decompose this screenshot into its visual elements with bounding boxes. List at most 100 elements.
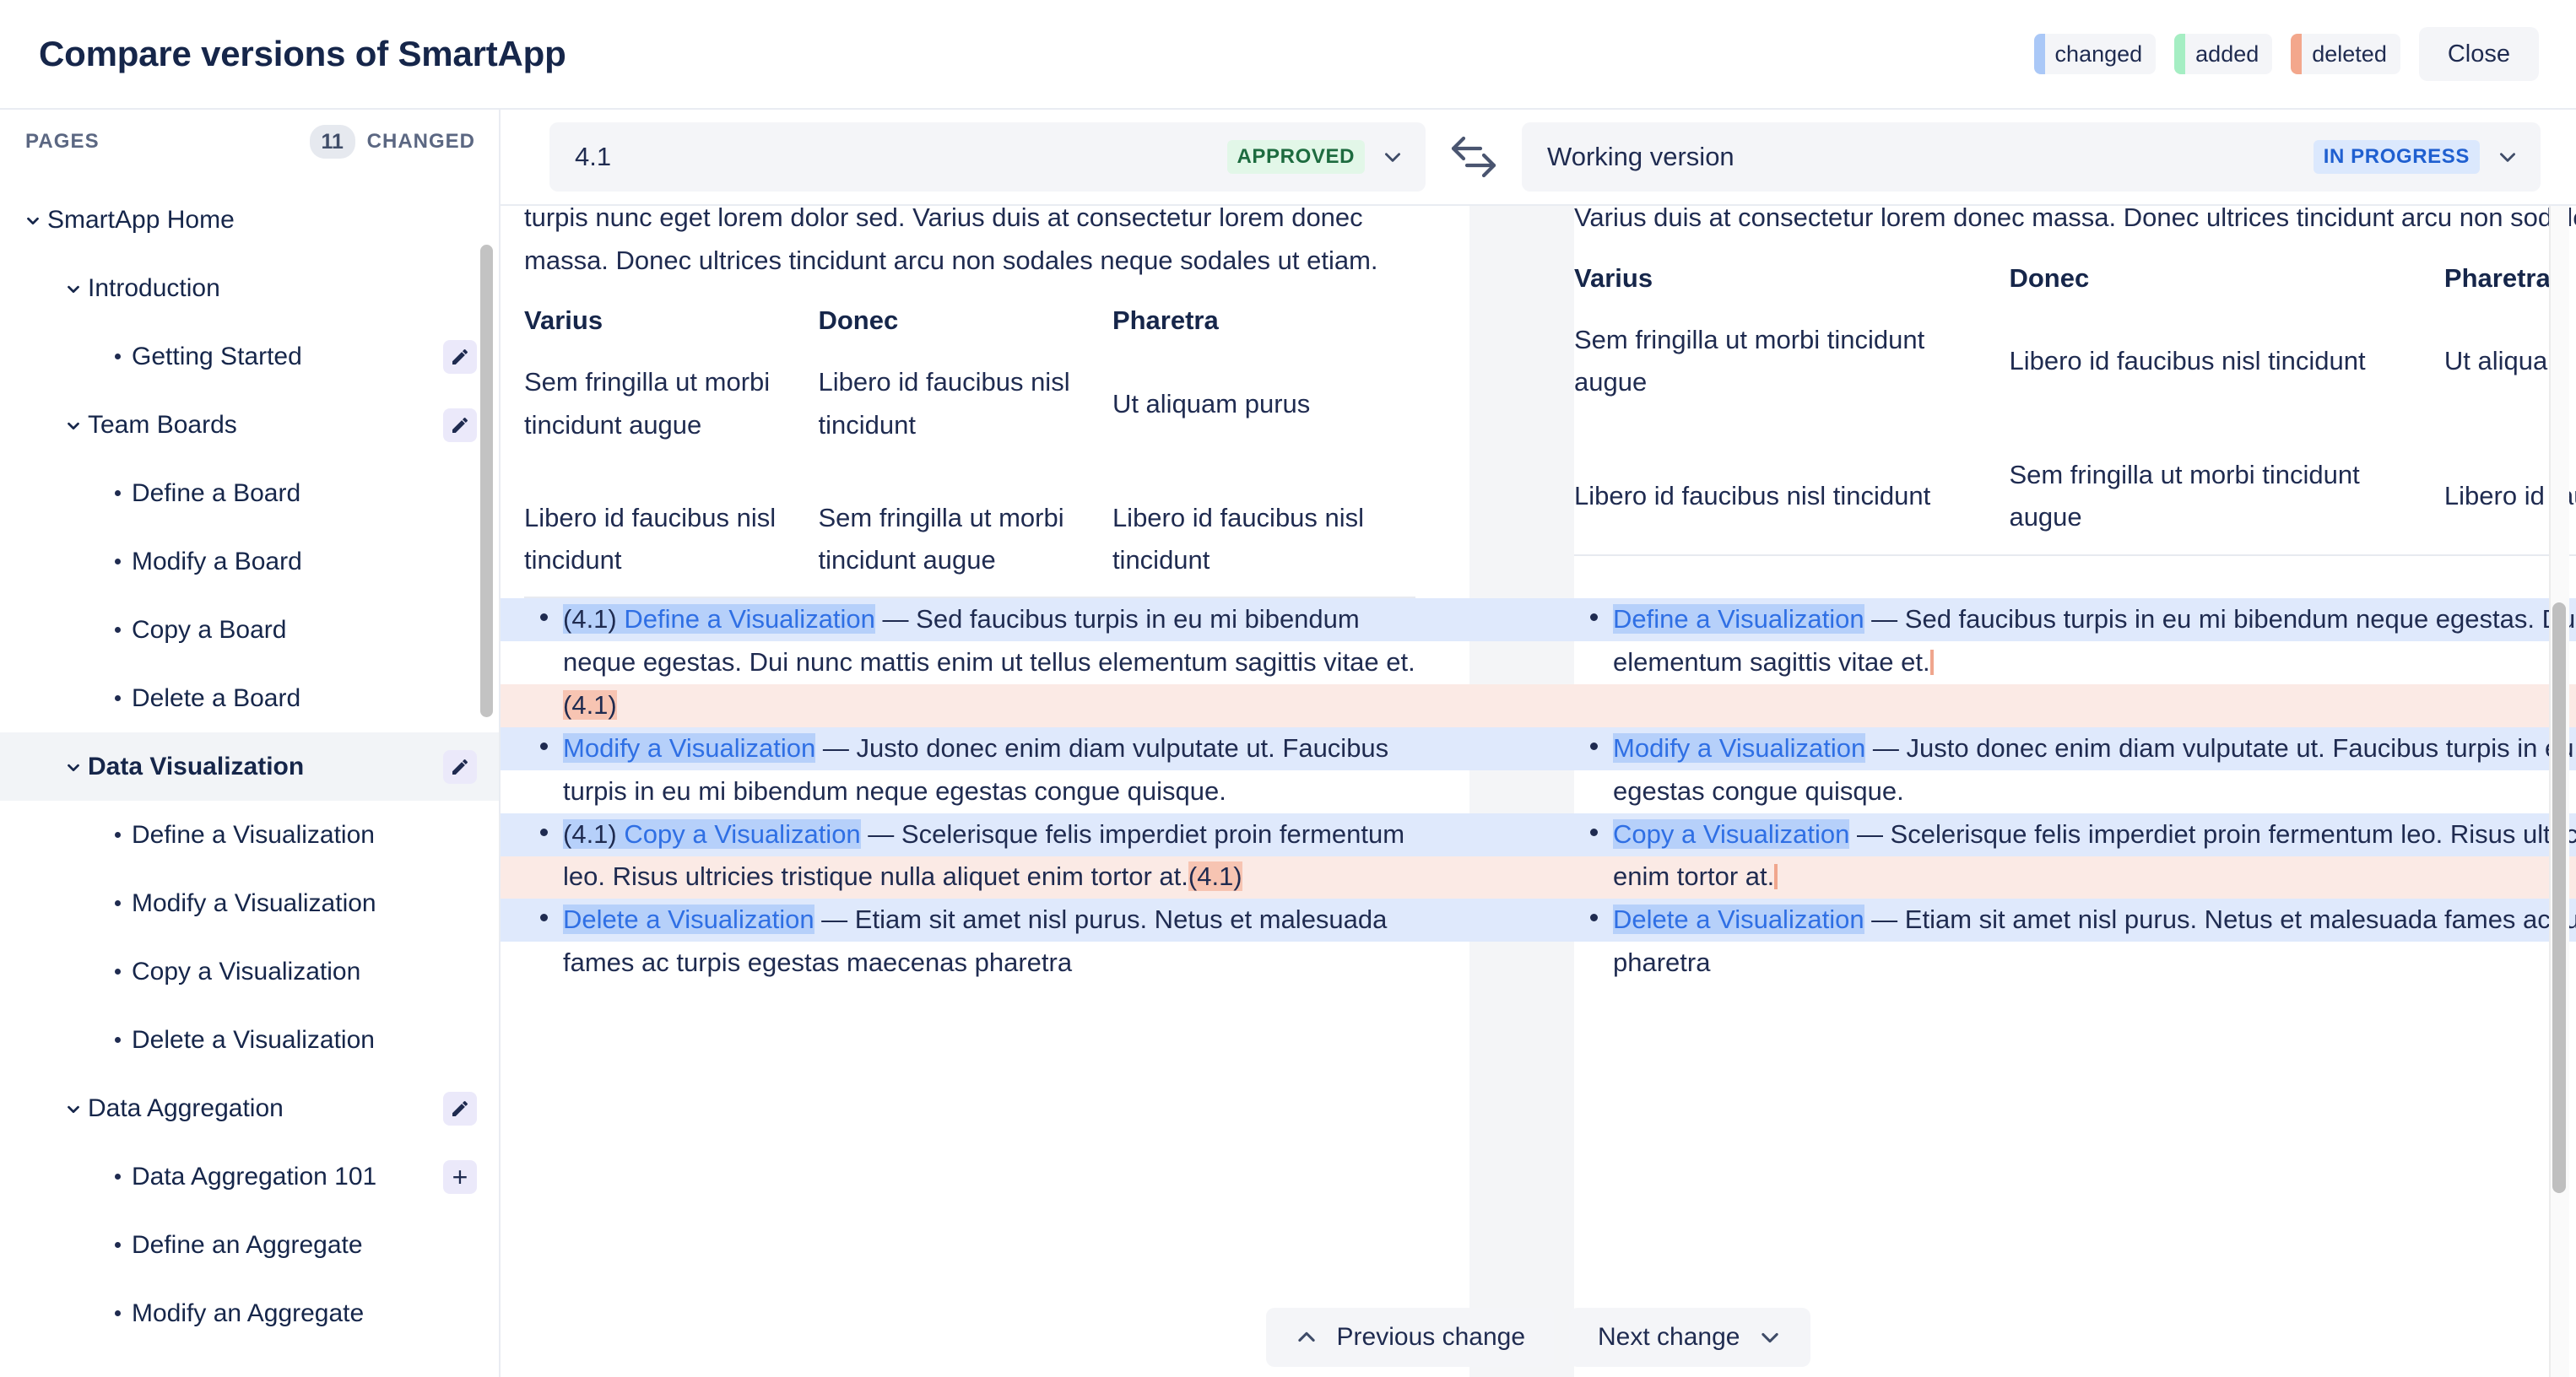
sidebar-item-label: Modify an Aggregate bbox=[132, 1299, 365, 1327]
chevron-down-icon[interactable] bbox=[59, 279, 88, 298]
close-button[interactable]: Close bbox=[2418, 27, 2539, 81]
sidebar-item-define-a-visualization[interactable]: Define a Visualization bbox=[0, 801, 499, 869]
sidebar-item-introduction[interactable]: Introduction bbox=[0, 254, 499, 322]
sidebar-item-smartapp-home[interactable]: SmartApp Home bbox=[0, 186, 499, 254]
diff-static-region: Sem fringilla ut morbi tincidunt augue i… bbox=[501, 206, 2576, 599]
diff-item-left: Modify a Visualization — Justo donec eni… bbox=[501, 727, 1469, 813]
sidebar-item-label: Team Boards bbox=[88, 410, 237, 439]
diff-item-text-right: Modify a Visualization — Justo donec eni… bbox=[1613, 727, 2576, 813]
changed-count-badge: 11 bbox=[309, 125, 355, 159]
swap-arrows-icon bbox=[1451, 136, 1496, 178]
version-name-left: 4.1 bbox=[575, 142, 612, 171]
table-cell: Libero id faucibus nisl tincidunt bbox=[1112, 496, 1415, 599]
table-cell: Sem fringilla ut morbi tincidunt augue bbox=[818, 496, 1112, 599]
chevron-up-icon bbox=[1297, 1331, 1315, 1342]
diff-row: (4.1) Define a Visualization — Sed fauci… bbox=[501, 598, 2576, 728]
diff-item-text-right: Delete a Visualization — Etiam sit amet … bbox=[1613, 899, 2576, 985]
diff-row: Modify a Visualization — Justo donec eni… bbox=[501, 726, 2576, 813]
page-link[interactable]: Modify a Visualization bbox=[563, 732, 816, 763]
table-header-cell: Pharetra bbox=[1112, 305, 1219, 336]
sidebar-item-team-boards[interactable]: Team Boards bbox=[0, 391, 499, 459]
swap-versions-button[interactable] bbox=[1426, 133, 1522, 181]
bullet-icon bbox=[1574, 727, 1613, 813]
diff-column-right: Sem fringilla ut morbi tincidunt augue i… bbox=[1469, 206, 2576, 598]
dialog-body: PAGES 11 CHANGED SmartApp Home Introducti… bbox=[0, 110, 2576, 1377]
header-actions: changed added deleted Close bbox=[2033, 27, 2539, 81]
sidebar-item-delete-a-visualization[interactable]: Delete a Visualization bbox=[0, 1006, 499, 1074]
table-cell: Ut aliquam purus bbox=[1112, 388, 1311, 418]
page-link[interactable]: Copy a Visualization bbox=[624, 818, 861, 849]
changed-badge-pencil-icon bbox=[443, 339, 477, 374]
paragraph-right: Sem fringilla ut morbi tincidunt augue i… bbox=[1574, 206, 2576, 232]
chevron-down-icon[interactable] bbox=[19, 211, 47, 230]
sidebar-scrollbar[interactable] bbox=[480, 245, 493, 717]
diff-list-item: (4.1) Define a Visualization — Sed fauci… bbox=[501, 598, 2576, 728]
changed-highlight: (4.1) bbox=[563, 818, 625, 849]
bullet-icon bbox=[103, 1037, 132, 1043]
sidebar-item-label: Introduction bbox=[88, 273, 220, 302]
table-row: Libero id faucibus nisl tincidunt Sem fr… bbox=[1574, 454, 2576, 556]
diff-item-left: Delete a Visualization — Etiam sit amet … bbox=[501, 899, 1469, 985]
sidebar-item-label: Copy a Visualization bbox=[132, 957, 361, 986]
diff-body-text: — Scelerisque felis imperdiet proin ferm… bbox=[563, 818, 1405, 892]
page-link[interactable]: Modify a Visualization bbox=[1613, 732, 1866, 763]
page-link[interactable]: Define a Visualization bbox=[1613, 604, 1864, 634]
sidebar-item-modify-a-visualization[interactable]: Modify a Visualization bbox=[0, 869, 499, 937]
sidebar-item-data-aggregation-101[interactable]: Data Aggregation 101 + bbox=[0, 1142, 499, 1211]
changed-label: CHANGED bbox=[366, 130, 475, 153]
diff-scrollbar-thumb[interactable] bbox=[2552, 602, 2566, 1193]
diff-item-text-left: (4.1) Define a Visualization — Sed fauci… bbox=[563, 598, 1415, 726]
sidebar-item-modify-a-board[interactable]: Modify a Board bbox=[0, 527, 499, 596]
chevron-down-icon[interactable] bbox=[59, 1099, 88, 1118]
table-left: Varius Donec Pharetra Sem fringilla ut m… bbox=[524, 305, 1415, 599]
bullet-icon bbox=[1574, 899, 1613, 985]
table-header-cell: Donec bbox=[818, 305, 899, 336]
changed-badge-pencil-icon bbox=[443, 1091, 477, 1126]
sidebar-item-label: Modify a Visualization bbox=[132, 888, 376, 917]
sidebar-item-label: Delete a Visualization bbox=[132, 1025, 375, 1054]
diff-row: (4.1) Copy a Visualization — Scelerisque… bbox=[501, 813, 2576, 899]
sidebar-item-copy-a-visualization[interactable]: Copy a Visualization bbox=[0, 937, 499, 1006]
sidebar-item-data-aggregation[interactable]: Data Aggregation bbox=[0, 1074, 499, 1142]
diff-item-left: (4.1) Define a Visualization — Sed fauci… bbox=[501, 598, 1469, 726]
sidebar-item-data-visualization[interactable]: Data Visualization bbox=[0, 732, 499, 801]
sidebar-item-define-a-board[interactable]: Define a Board bbox=[0, 459, 499, 527]
bullet-icon bbox=[103, 695, 132, 701]
bullet-icon bbox=[103, 559, 132, 564]
sidebar-item-copy-a-board[interactable]: Copy a Board bbox=[0, 596, 499, 664]
version-name-right: Working version bbox=[1547, 142, 1734, 171]
next-change-button[interactable]: Next change bbox=[1569, 1308, 1811, 1367]
sidebar-item-label: Data Aggregation 101 bbox=[132, 1162, 377, 1191]
legend-label-added: added bbox=[2195, 40, 2259, 67]
legend-color-swatch-changed bbox=[2033, 34, 2045, 74]
diff-item-left: (4.1) Copy a Visualization — Scelerisque… bbox=[501, 813, 1469, 899]
added-badge-plus-icon: + bbox=[443, 1159, 477, 1194]
page-link[interactable]: Delete a Visualization bbox=[1613, 904, 1864, 935]
sidebar-item-delete-a-board[interactable]: Delete a Board bbox=[0, 664, 499, 732]
version-select-left[interactable]: 4.1 APPROVED bbox=[549, 122, 1426, 192]
sidebar-item-define-an-aggregate[interactable]: Define an Aggregate bbox=[0, 1211, 499, 1279]
bullet-icon bbox=[103, 1242, 132, 1248]
previous-change-label: Previous change bbox=[1336, 1323, 1526, 1351]
sidebar-item-modify-an-aggregate[interactable]: Modify an Aggregate bbox=[0, 1279, 499, 1347]
version-select-right[interactable]: Working version IN PROGRESS bbox=[1522, 122, 2541, 192]
diff-item-right: Delete a Visualization — Etiam sit amet … bbox=[1469, 899, 2576, 985]
sidebar-item-label: Modify a Board bbox=[132, 547, 302, 575]
previous-change-button[interactable]: Previous change bbox=[1265, 1308, 1555, 1367]
next-change-label: Next change bbox=[1598, 1323, 1740, 1351]
sidebar-item-getting-started[interactable]: Getting Started bbox=[0, 322, 499, 391]
page-link[interactable]: Define a Visualization bbox=[624, 604, 875, 634]
pages-header: PAGES 11 CHANGED bbox=[0, 110, 499, 174]
table-header-row: Varius Donec Pharetra bbox=[1574, 263, 2576, 319]
bullet-icon bbox=[1574, 598, 1613, 684]
pages-label: PAGES bbox=[25, 130, 100, 153]
table-header-cell: Varius bbox=[1574, 262, 1653, 293]
page-link[interactable]: Delete a Visualization bbox=[563, 904, 814, 935]
chevron-down-icon[interactable] bbox=[59, 416, 88, 435]
diff-list-item: Delete a Visualization — Etiam sit amet … bbox=[501, 899, 2576, 985]
diff-body-text: — Etiam sit amet nisl purus. Netus et ma… bbox=[1613, 904, 2576, 977]
diff-item-text-left: (4.1) Copy a Visualization — Scelerisque… bbox=[563, 813, 1415, 899]
chevron-down-icon[interactable] bbox=[59, 758, 88, 776]
page-link[interactable]: Copy a Visualization bbox=[1613, 818, 1850, 849]
